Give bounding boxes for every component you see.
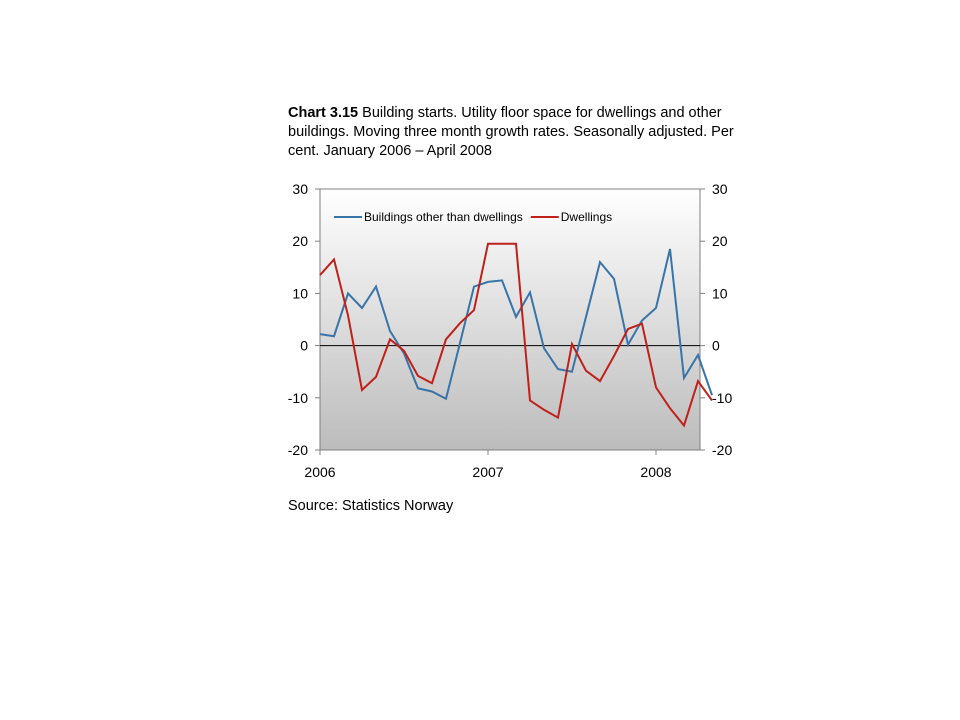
y-tick-label-right: -10 bbox=[712, 390, 732, 406]
series-line-dwellings bbox=[319, 242, 713, 428]
legend-label-buildings-other-than-dwellings: Buildings other than dwellings bbox=[364, 210, 523, 224]
plot-area bbox=[319, 188, 701, 451]
y-tick-label-right: -20 bbox=[712, 442, 732, 458]
chart-title: Building starts. Utility floor space for… bbox=[288, 105, 734, 159]
y-tick-label-right: 20 bbox=[712, 233, 728, 249]
y-tick-label-left: -20 bbox=[288, 442, 308, 458]
series-line-buildings-other-than-dwellings bbox=[319, 248, 713, 401]
y-tick-label-right: 30 bbox=[712, 181, 728, 197]
legend: Buildings other than dwellings Dwellings bbox=[334, 210, 612, 224]
y-tick-label-left: 10 bbox=[292, 285, 308, 301]
x-tick-label: 2008 bbox=[640, 464, 671, 480]
x-tick-label: 2007 bbox=[472, 464, 503, 480]
x-axis: 2006 2007 2008 bbox=[304, 450, 672, 480]
legend-label-dwellings: Dwellings bbox=[561, 210, 612, 224]
source-note: Source: Statistics Norway bbox=[288, 498, 454, 514]
y-tick-label-right: 10 bbox=[712, 285, 728, 301]
y-tick-label-left: 30 bbox=[292, 181, 308, 197]
y-tick-label-left: -10 bbox=[288, 390, 308, 406]
y-tick-label-left: 20 bbox=[292, 233, 308, 249]
series-group bbox=[319, 242, 713, 428]
x-tick-label: 2006 bbox=[304, 464, 335, 480]
y-tick-label-left: 0 bbox=[300, 338, 308, 354]
y-axis-left: 30 20 10 0 -10 -20 bbox=[288, 181, 320, 458]
y-axis-right: 30 20 10 0 -10 -20 bbox=[700, 181, 732, 458]
chart-caption: Chart 3.15 Building starts. Utility floo… bbox=[288, 104, 740, 161]
y-tick-label-right: 0 bbox=[712, 338, 720, 354]
chart-number: Chart 3.15 bbox=[288, 105, 359, 121]
